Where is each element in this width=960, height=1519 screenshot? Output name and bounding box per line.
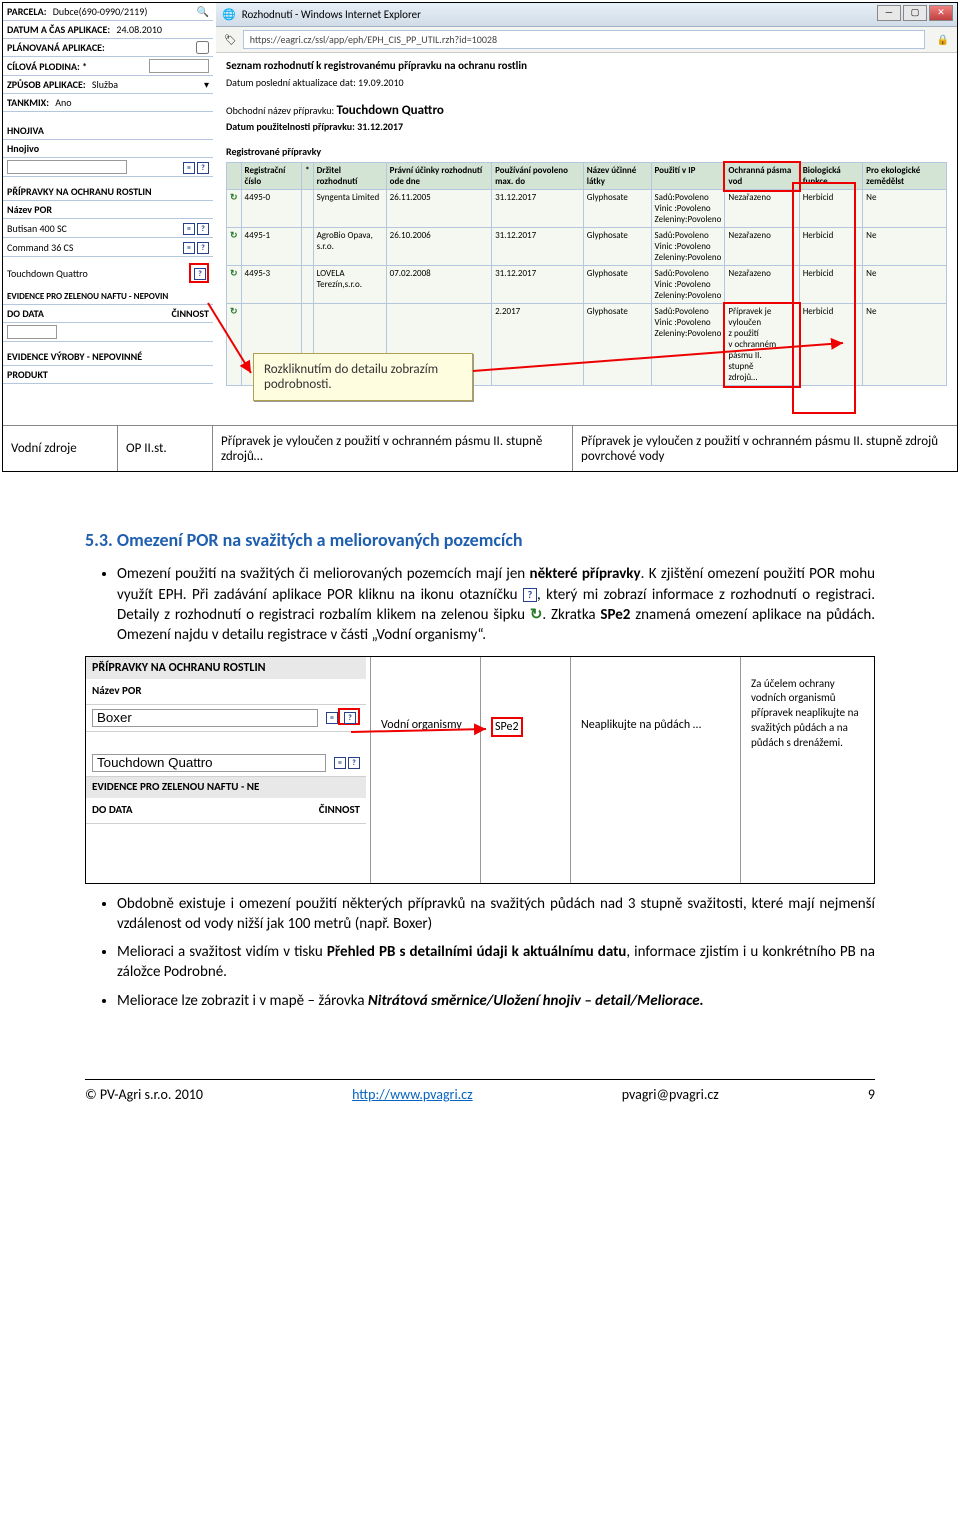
lbl-por-name: Název POR bbox=[3, 201, 213, 219]
section-vyroby: EVIDENCE VÝROBY - NEPOVINNÉ bbox=[3, 348, 213, 366]
top-screenshot: PARCELA: Dubce(690-0990/2119) 🔍 DATUM A Č… bbox=[2, 2, 958, 472]
maximize-button[interactable]: ▢ bbox=[903, 5, 927, 21]
lock-icon: 🔒 bbox=[937, 33, 949, 46]
bullet-top-1: Omezení použití na svažitých či meliorov… bbox=[117, 564, 875, 645]
bottom-info-strip: Vodní zdroje OP II.st. Přípravek je vylo… bbox=[3, 425, 957, 471]
footer-link[interactable]: http://www.pvagri.cz bbox=[352, 1086, 473, 1103]
strip-col1: Vodní zdroje bbox=[3, 426, 118, 471]
ms-col4: Za účelem ochrany vodních organismů příp… bbox=[741, 657, 874, 883]
hnojivo-input[interactable] bbox=[7, 160, 127, 174]
left-form-panel: PARCELA: Dubce(690-0990/2119) 🔍 DATUM A Č… bbox=[3, 3, 213, 421]
strip-col2: OP II.st. bbox=[118, 426, 213, 471]
lbl-dodata: DO DATA bbox=[7, 307, 44, 320]
bullet-b2: Melioraci a svažitost vidím v tisku Přeh… bbox=[117, 942, 875, 983]
dodata-input[interactable] bbox=[7, 325, 57, 339]
list-icon[interactable]: ≡ bbox=[183, 223, 195, 235]
close-button[interactable]: ✕ bbox=[929, 5, 953, 21]
ms-evid: EVIDENCE PRO ZELENOU NAFTU - NE bbox=[86, 777, 366, 798]
ms-col2: SPe2 bbox=[481, 657, 571, 883]
help-icon-highlighted[interactable]: ? bbox=[344, 712, 356, 724]
use-line: Datum použitelnosti přípravku: 31.12.201… bbox=[226, 120, 947, 133]
favicon: 🏷 bbox=[224, 33, 237, 46]
footer-email: pvagri@pvagri.cz bbox=[622, 1086, 719, 1103]
bullet-b1: Obdobně existuje i omezení použití někte… bbox=[117, 894, 875, 935]
ie-titlebar: 🌐 Rozhodnutí - Windows Internet Explorer… bbox=[216, 3, 957, 27]
lbl-datum: DATUM A ČAS APLIKACE: bbox=[7, 23, 110, 36]
strip-col3: Přípravek je vyloučen z použití v ochran… bbox=[213, 426, 573, 471]
plodina-input[interactable] bbox=[149, 59, 209, 73]
ms-head: PŘÍPRAVKY NA OCHRANU ROSTLIN bbox=[86, 657, 366, 679]
help-icon[interactable]: ? bbox=[197, 223, 209, 235]
help-icon[interactable]: ? bbox=[197, 242, 209, 254]
footer-left: © PV-Agri s.r.o. 2010 bbox=[85, 1086, 203, 1103]
dropdown-icon[interactable]: ▾ bbox=[204, 78, 209, 91]
lbl-cinnost: ČINNOST bbox=[172, 307, 209, 320]
ie-update-line: Datum poslední aktualizace dat: 19.09.20… bbox=[226, 76, 947, 89]
section-por: PŘÍPRAVKY NA OCHRANU ROSTLIN bbox=[3, 183, 213, 201]
mid-screenshot: PŘÍPRAVKY NA OCHRANU ROSTLIN Název POR ≡… bbox=[85, 656, 875, 884]
list-icon[interactable]: ≡ bbox=[183, 242, 195, 254]
ie-title-text: Rozhodnutí - Windows Internet Explorer bbox=[242, 8, 421, 21]
help-icon-highlighted[interactable]: ? bbox=[194, 268, 206, 280]
list-icon[interactable]: ≡ bbox=[326, 712, 338, 724]
plan-checkbox[interactable] bbox=[196, 41, 209, 54]
ms-col3: Neaplikujte na půdách … bbox=[571, 657, 741, 883]
val-datum: 24.08.2010 bbox=[116, 23, 162, 36]
por-item-3[interactable]: Touchdown Quattro bbox=[7, 267, 88, 280]
por-item-1[interactable]: Butisan 400 SC bbox=[7, 222, 67, 235]
por-item-2[interactable]: Command 36 CS bbox=[7, 241, 73, 254]
ms-name-label: Název POR bbox=[92, 684, 142, 699]
help-icon[interactable]: ? bbox=[197, 162, 209, 174]
bullet-b3: Meliorace lze zobrazit i v mapě – žárovk… bbox=[117, 991, 875, 1011]
list-icon[interactable]: ≡ bbox=[183, 162, 195, 174]
minimize-button[interactable]: — bbox=[877, 5, 901, 21]
footer-page: 9 bbox=[868, 1086, 875, 1103]
search-icon[interactable]: 🔍 bbox=[197, 5, 209, 18]
reg-label: Registrované přípravky bbox=[226, 145, 947, 158]
section-evidence: EVIDENCE PRO ZELENOU NAFTU - NEPOVIN bbox=[3, 289, 213, 305]
lbl-plan: PLÁNOVANÁ APLIKACE: bbox=[7, 41, 105, 54]
url-field[interactable]: https://eagri.cz/ssl/app/eph/EPH_CIS_PP_… bbox=[243, 30, 925, 49]
section-heading: 5.3. Omezení POR na svažitých a meliorov… bbox=[85, 528, 875, 552]
help-icon[interactable]: ? bbox=[348, 757, 360, 769]
page-footer: © PV-Agri s.r.o. 2010 http://www.pvagri.… bbox=[85, 1079, 875, 1103]
lbl-produkt: PRODUKT bbox=[3, 366, 213, 384]
ms-por2[interactable] bbox=[92, 754, 326, 772]
document-body: 5.3. Omezení POR na svažitých a meliorov… bbox=[0, 474, 960, 1039]
lbl-parcela: PARCELA: bbox=[7, 5, 46, 18]
question-icon: ? bbox=[523, 588, 537, 602]
ie-icon: 🌐 bbox=[222, 8, 236, 21]
ms-cinnost: ČINNOST bbox=[319, 803, 360, 818]
ms-por1[interactable] bbox=[92, 709, 318, 727]
strip-col4: Přípravek je vyloučen z použití v ochran… bbox=[573, 426, 957, 471]
val-parcela: Dubce(690-0990/2119) bbox=[53, 5, 148, 18]
lbl-plodina: CÍLOVÁ PLODINA: * bbox=[7, 60, 87, 73]
val-zpusob: Služba bbox=[92, 78, 118, 91]
val-tankmix: Ano bbox=[55, 96, 71, 109]
val-obch: Touchdown Quattro bbox=[337, 103, 444, 118]
ms-dodata: DO DATA bbox=[92, 803, 133, 818]
lbl-zpusob: ZPŮSOB APLIKACE: bbox=[7, 78, 86, 91]
ie-heading: Seznam rozhodnutí k registrovanému přípr… bbox=[226, 59, 947, 72]
callout-note: Rozkliknutím do detailu zobrazím podrobn… bbox=[253, 353, 473, 401]
ie-address-bar: 🏷 https://eagri.cz/ssl/app/eph/EPH_CIS_P… bbox=[216, 27, 957, 53]
lbl-hnojivo: Hnojivo bbox=[7, 142, 39, 155]
green-arrow-icon: ↻ bbox=[530, 605, 543, 625]
ms-col1: Vodní organismy bbox=[371, 657, 481, 883]
section-hnojiva: HNOJIVA bbox=[3, 122, 213, 140]
lbl-tankmix: TANKMIX: bbox=[7, 96, 49, 109]
list-icon[interactable]: ≡ bbox=[334, 757, 346, 769]
lbl-obch: Obchodní název přípravku: bbox=[226, 104, 334, 117]
